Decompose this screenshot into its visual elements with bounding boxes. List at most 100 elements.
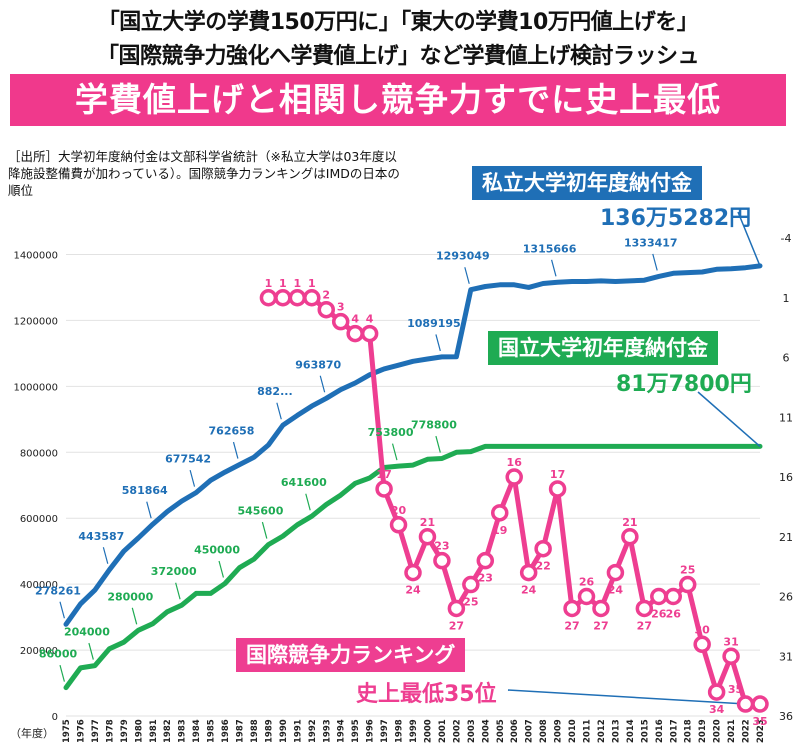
ranking-point	[736, 695, 755, 713]
ranking-data-label: 27	[449, 619, 464, 632]
ranking-data-label: 35	[728, 683, 743, 696]
leader-line	[218, 560, 225, 578]
national-callout-connector	[697, 391, 761, 447]
ranking-point	[534, 539, 552, 558]
x-tick-label: 2002	[452, 719, 462, 743]
series-data-label: 581864	[122, 484, 168, 497]
series-data-label: 1089195	[407, 317, 461, 330]
x-tick-label: 1977	[91, 719, 101, 743]
leader-line	[175, 582, 181, 600]
leader-line	[189, 469, 196, 487]
ranking-data-label: 31	[723, 635, 738, 648]
ranking-data-label: 21	[420, 516, 435, 529]
leader-line	[146, 501, 152, 519]
x-tick-label: 1989	[264, 719, 274, 743]
ranking-point	[577, 587, 596, 606]
ranking-data-label: 27	[564, 619, 579, 632]
ranking-data-label: 1	[279, 277, 287, 290]
leader-line	[319, 375, 326, 393]
x-tick-label: 1985	[207, 719, 217, 743]
ranking-data-label: 25	[463, 596, 478, 609]
y-right-tick-label: 36	[779, 710, 793, 723]
x-tick-label: 1995	[351, 719, 361, 743]
ranking-data-label: 26	[651, 608, 667, 621]
ranking-data-label: 2	[322, 289, 330, 302]
series-data-label: 1315666	[523, 242, 577, 255]
x-tick-label: 1997	[380, 719, 390, 743]
x-tick-label: 2006	[510, 719, 520, 743]
leader-line	[88, 642, 94, 660]
leader-line	[276, 402, 282, 420]
x-tick-label: 1990	[279, 719, 289, 743]
series-data-label: 278261	[35, 584, 81, 597]
x-tick-label: 2022	[742, 719, 752, 743]
ranking-data-label: 4	[351, 313, 359, 326]
x-tick-label: 1980	[134, 719, 144, 743]
x-tick-label: 1993	[322, 719, 332, 743]
x-tick-label: 2000	[423, 719, 433, 743]
ranking-point	[751, 695, 769, 713]
ranking-point	[722, 647, 740, 665]
series-data-label: 204000	[64, 626, 110, 639]
x-tick-label: 1998	[395, 719, 405, 743]
ranking-point	[346, 324, 364, 343]
y-right-tick-label: 26	[779, 591, 793, 604]
ranking-point	[606, 563, 625, 582]
x-tick-label: 1999	[409, 719, 419, 743]
x-tick-label: 2009	[554, 719, 564, 743]
series-data-label: 86000	[39, 648, 78, 661]
y-left-tick-label: 400000	[20, 580, 58, 591]
ranking-point	[259, 289, 278, 307]
ranking-point	[621, 528, 639, 546]
series-data-label: 677542	[165, 453, 211, 466]
leader-line	[131, 607, 138, 625]
y-right-tick-label: -4	[781, 232, 792, 245]
series-line-national	[63, 443, 763, 691]
x-tick-label: 1978	[105, 719, 115, 743]
ranking-data-label: 1	[294, 277, 302, 290]
ranking-point	[650, 587, 668, 606]
y-left-tick-label: 0	[52, 712, 58, 723]
ranking-data-label: 17	[376, 468, 391, 481]
ranking-data-label: 20	[391, 504, 407, 517]
ranking-point	[635, 599, 654, 618]
series-data-label: 280000	[107, 590, 153, 603]
leader-line	[464, 267, 470, 284]
ranking-data-label: 24	[521, 584, 537, 597]
leader-line	[261, 521, 268, 539]
series-data-label: 882...	[257, 385, 293, 398]
series-data-label: 753800	[368, 426, 414, 439]
ranking-data-label: 1	[308, 277, 316, 290]
leader-line	[232, 441, 239, 459]
chart-axes: 0 200000 400000 600000 800000 1000000 1200000 1…	[13, 232, 793, 743]
leader-line	[391, 443, 398, 461]
x-tick-label: 2003	[467, 719, 477, 743]
ranking-data-label: 22	[535, 560, 550, 573]
ranking-data-label: 26	[579, 576, 595, 589]
series-data-label: 1333417	[624, 236, 678, 249]
ranking-point	[548, 480, 567, 498]
ranking-data-label: 23	[434, 540, 449, 553]
ranking-data-label: 27	[637, 619, 652, 632]
y-right-tick-label: 1	[783, 292, 790, 305]
series-data-label: 1293049	[436, 250, 490, 263]
y-right-tick-label: 16	[779, 471, 793, 484]
ranking-point	[664, 587, 682, 606]
national-callout-value: 81万7800円	[616, 372, 752, 397]
private-callout-value: 136万5282円	[600, 206, 752, 231]
x-axis-label: （年度）	[10, 726, 54, 740]
ranking-point	[288, 289, 307, 307]
x-tick-label: 2011	[583, 719, 593, 743]
ranking-point	[360, 324, 379, 343]
ranking-data-label: 16	[507, 456, 523, 469]
ranking-data-label: 3	[337, 301, 345, 314]
y-left-tick-label: 800000	[20, 448, 58, 459]
ranking-point	[678, 575, 697, 594]
ranking-point	[505, 468, 523, 486]
x-tick-label: 2007	[525, 719, 535, 743]
ranking-point	[303, 289, 321, 307]
headline-line-1: 「国立大学の学費150万円に」「東大の学費10万円値上げを」	[97, 10, 699, 35]
leader-line	[435, 435, 441, 453]
x-tick-label: 1983	[178, 719, 188, 743]
